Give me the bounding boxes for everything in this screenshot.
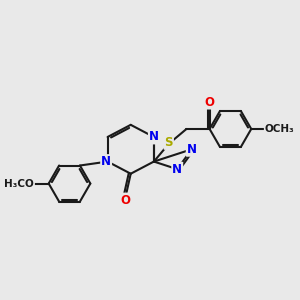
- Text: N: N: [149, 130, 159, 143]
- Text: N: N: [172, 163, 182, 176]
- Text: N: N: [187, 143, 197, 156]
- Text: H₃CO: H₃CO: [4, 178, 34, 188]
- Text: OCH₃: OCH₃: [265, 124, 295, 134]
- Text: S: S: [164, 136, 173, 149]
- Text: O: O: [121, 194, 131, 206]
- Text: N: N: [101, 155, 111, 168]
- Text: O: O: [205, 96, 214, 109]
